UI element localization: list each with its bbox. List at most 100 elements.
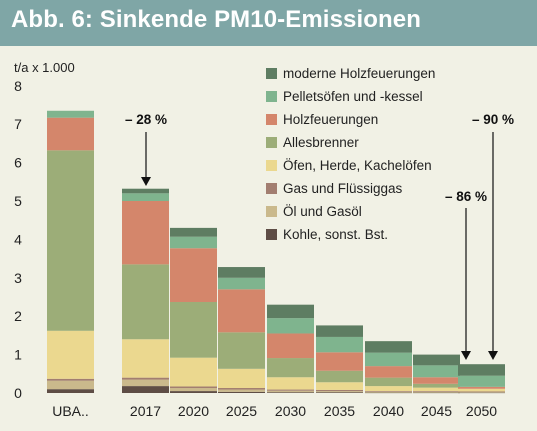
legend-label: Pelletsöfen und -kessel — [283, 89, 423, 104]
bar-segment-oefen-herde-kacheloefen — [170, 357, 217, 387]
x-tick-label: 2017 — [130, 403, 161, 419]
legend-swatch-allesbrenner — [266, 137, 277, 148]
bar-segment-moderne-holzfeuerungen — [170, 227, 217, 237]
bar-segment-holzfeuerungen — [218, 289, 265, 333]
legend-swatch-holzfeuerungen — [266, 114, 277, 125]
annotation-label: – 90 % — [472, 112, 514, 127]
legend-label: moderne Holzfeuerungen — [283, 66, 435, 81]
bar-segment-allesbrenner — [218, 332, 265, 369]
bar-segment-oefen-herde-kacheloefen — [458, 388, 505, 392]
bar-segment-oel-und-gasoel — [47, 380, 94, 390]
bar-segment-oel-und-gasoel — [365, 391, 412, 393]
bar-segment-oel-und-gasoel — [122, 379, 169, 387]
x-tick-label: 2040 — [373, 403, 404, 419]
bar-segment-oefen-herde-kacheloefen — [413, 387, 460, 392]
x-tick-label: 2025 — [226, 403, 257, 419]
legend-swatch-kohle-sonst-bst — [266, 229, 277, 240]
annotation-label: – 86 % — [445, 189, 487, 204]
bar-segment-oel-und-gasoel — [267, 390, 314, 393]
bar-segment-moderne-holzfeuerungen — [365, 341, 412, 353]
x-tick-label: 2020 — [178, 403, 209, 419]
bar-segment-allesbrenner — [170, 301, 217, 358]
bar-segment-kohle-sonst-bst — [218, 391, 265, 393]
bar-segment-gas-und-fluessiggas — [218, 388, 265, 390]
bar-segment-kohle-sonst-bst — [47, 389, 94, 393]
bar-segment-gas-und-fluessiggas — [122, 377, 169, 380]
bar-segment-oefen-herde-kacheloefen — [365, 386, 412, 392]
legend-swatch-oefen-herde-kacheloefen — [266, 160, 277, 171]
y-tick-label: 8 — [14, 78, 22, 94]
y-tick-label: 7 — [14, 116, 22, 132]
bar-segment-allesbrenner — [316, 370, 363, 383]
legend-label: Gas und Flüssiggas — [283, 181, 403, 196]
figure-title: Abb. 6: Sinkende PM10-Emissionen — [11, 6, 421, 33]
bar-segment-holzfeuerungen — [170, 248, 217, 302]
bar-segment-allesbrenner — [413, 383, 460, 388]
legend-label: Allesbrenner — [283, 135, 359, 150]
bar-segment-pelletsoefen-und-kessel — [218, 277, 265, 290]
bar-segment-holzfeuerungen — [267, 333, 314, 359]
bar-segment-moderne-holzfeuerungen — [122, 188, 169, 194]
bars — [47, 110, 505, 394]
bar-segment-holzfeuerungen — [458, 386, 505, 389]
y-tick-label: 5 — [14, 193, 22, 209]
annotation-arrow-head — [461, 351, 471, 360]
bar-segment-kohle-sonst-bst — [316, 392, 363, 393]
x-tick-label: UBA.. — [52, 403, 89, 419]
y-axis: 0 1 2 3 4 5 6 7 8 — [14, 78, 22, 401]
bar-segment-holzfeuerungen — [122, 201, 169, 265]
bar-segment-oel-und-gasoel — [218, 389, 265, 392]
bar-segment-oel-und-gasoel — [413, 391, 460, 393]
bar-segment-holzfeuerungen — [316, 352, 363, 371]
x-tick-label: 2030 — [275, 403, 306, 419]
bar-segment-holzfeuerungen — [47, 117, 94, 151]
bar-segment-pelletsoefen-und-kessel — [47, 110, 94, 118]
legend-swatch-pelletsoefen-und-kessel — [266, 91, 277, 102]
bar-segment-gas-und-fluessiggas — [47, 378, 94, 381]
legend-label: Holzfeuerungen — [283, 112, 378, 127]
y-tick-label: 4 — [14, 231, 22, 247]
bar-segment-kohle-sonst-bst — [267, 392, 314, 393]
bar-segment-pelletsoefen-und-kessel — [122, 193, 169, 201]
bar-segment-kohle-sonst-bst — [458, 392, 505, 394]
bar-segment-pelletsoefen-und-kessel — [365, 352, 412, 367]
legend-label: Kohle, sonst. Bst. — [283, 227, 388, 242]
bar-segment-allesbrenner — [122, 264, 169, 340]
bar-segment-pelletsoefen-und-kessel — [267, 318, 314, 334]
bar-segment-gas-und-fluessiggas — [413, 391, 460, 392]
legend-swatch-moderne-holzfeuerungen — [266, 68, 277, 79]
bar-segment-oel-und-gasoel — [316, 391, 363, 393]
bar-segment-kohle-sonst-bst — [365, 392, 412, 394]
bar-segment-moderne-holzfeuerungen — [316, 325, 363, 337]
figure-header: Abb. 6: Sinkende PM10-Emissionen — [0, 0, 537, 46]
bar-segment-oefen-herde-kacheloefen — [218, 368, 265, 389]
x-axis: UBA.. 2017 2020 2025 2030 2035 2040 2045 2050 — [52, 403, 497, 419]
bar-segment-oel-und-gasoel — [458, 392, 505, 393]
bar-segment-allesbrenner — [267, 358, 314, 378]
bar-segment-oefen-herde-kacheloefen — [316, 382, 363, 390]
bar-segment-gas-und-fluessiggas — [458, 391, 505, 393]
bar-segment-kohle-sonst-bst — [170, 391, 217, 393]
bar-segment-holzfeuerungen — [413, 377, 460, 384]
legend: moderne Holzfeuerungen Pelletsöfen und -k… — [266, 66, 435, 242]
bar-segment-moderne-holzfeuerungen — [413, 354, 460, 366]
bar-segment-oefen-herde-kacheloefen — [47, 330, 94, 379]
legend-label: Öfen, Herde, Kachelöfen — [283, 158, 432, 173]
legend-swatch-oel-und-gasoel — [266, 206, 277, 217]
annotation-arrow-head — [141, 177, 151, 186]
bar-segment-oel-und-gasoel — [170, 388, 217, 392]
bar-segment-allesbrenner — [365, 377, 412, 387]
bar-segment-gas-und-fluessiggas — [316, 389, 363, 392]
y-axis-label: t/a x 1.000 — [14, 60, 75, 75]
bar-segment-gas-und-fluessiggas — [267, 389, 314, 391]
bar-segment-oefen-herde-kacheloefen — [267, 377, 314, 390]
bar-segment-kohle-sonst-bst — [122, 386, 169, 393]
bar-segment-gas-und-fluessiggas — [170, 386, 217, 389]
bar-segment-pelletsoefen-und-kessel — [170, 236, 217, 249]
bar-segment-kohle-sonst-bst — [413, 392, 460, 394]
bar-segment-moderne-holzfeuerungen — [458, 364, 505, 376]
bar-segment-oefen-herde-kacheloefen — [122, 339, 169, 378]
bar-segment-pelletsoefen-und-kessel — [316, 336, 363, 353]
x-tick-label: 2045 — [421, 403, 452, 419]
